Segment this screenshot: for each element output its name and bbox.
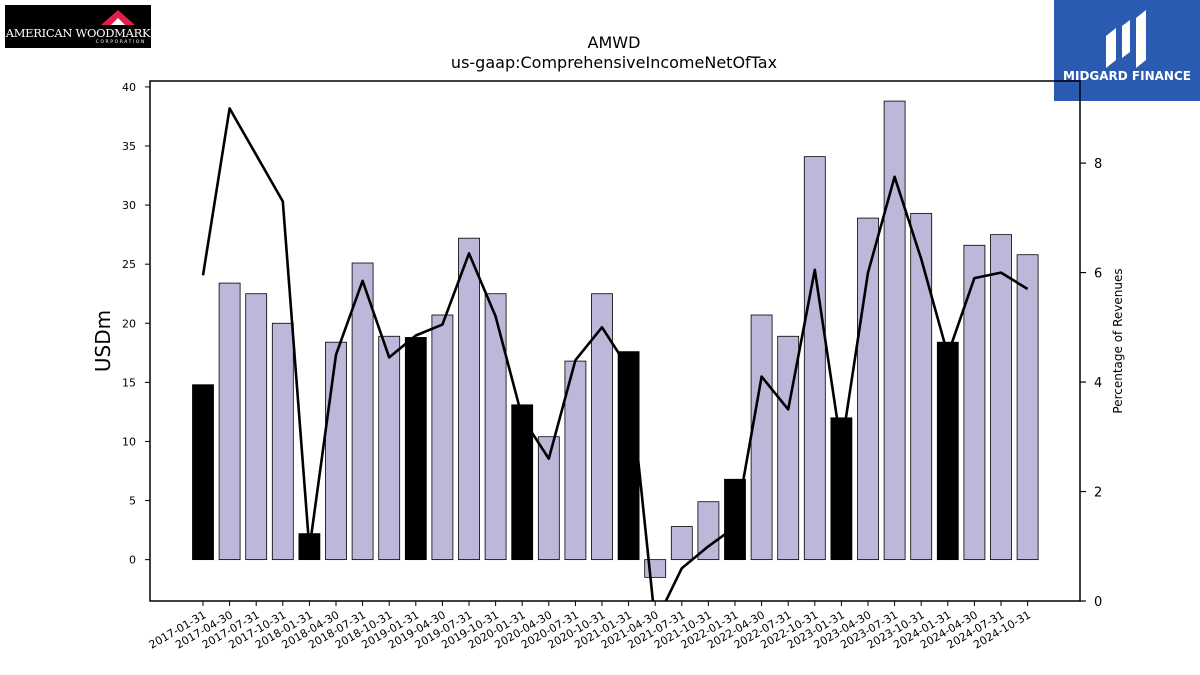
y-tick-label: 5: [129, 495, 136, 508]
y-axis-label: USDm: [91, 310, 115, 372]
y2-tick-label: 4: [1094, 376, 1102, 391]
bar-2022-10-31: [803, 156, 826, 561]
y-tick-label: 15: [122, 376, 136, 389]
y2-axis-label: Percentage of Revenues: [1111, 268, 1125, 413]
bar-2017-10-31: [271, 322, 294, 561]
bar-2020-10-31: [591, 293, 613, 561]
bar-2019-01-31: [404, 337, 427, 561]
bar-2023-07-31: [883, 100, 906, 561]
y2-tick-label: 8: [1094, 157, 1102, 172]
bar-2024-10-31: [1016, 254, 1039, 561]
bar-2024-04-30: [963, 244, 986, 561]
plot-frame: [149, 80, 1081, 602]
logo-left-sub: CORPORATION: [95, 40, 146, 45]
bar-2024-07-31: [990, 234, 1012, 561]
left-axis: 0 5 10 15 20 25 30 35 40: [122, 81, 150, 567]
bar-2020-04-30: [537, 436, 560, 561]
bar-2019-10-31: [484, 293, 507, 561]
percentage-line: [201, 107, 1029, 601]
bar-2023-10-31: [910, 212, 933, 561]
american-woodmark-logo: AMERICAN WOODMARK CORPORATION: [5, 5, 151, 48]
bar-2022-04-30: [750, 314, 773, 561]
y2-tick-label: 0: [1094, 595, 1102, 610]
bar-2017-04-30: [218, 282, 241, 561]
y-tick-label: 25: [122, 258, 136, 271]
midgard-m-icon: [1106, 10, 1146, 68]
woodmark-roof-icon: [101, 10, 135, 25]
y2-tick-label: 2: [1094, 486, 1102, 501]
right-axis: 0 2 4 6 8: [1080, 157, 1102, 610]
bar-2017-01-31: [192, 384, 214, 561]
logo-right-name: MIDGARD FINANCE: [1063, 69, 1191, 83]
y-tick-label: 20: [122, 317, 136, 330]
bar-2021-07-31: [670, 526, 693, 561]
bar-2021-10-31: [697, 501, 720, 561]
chart-title: AMWD: [588, 33, 641, 52]
bar-2018-04-30: [325, 341, 347, 561]
bar-2018-10-31: [378, 335, 401, 561]
y-tick-label: 0: [129, 554, 136, 567]
bar-series: [192, 100, 1039, 578]
logo-left-name: AMERICAN WOODMARK: [5, 26, 151, 40]
bar-2019-07-31: [458, 237, 480, 561]
line-series: [201, 107, 1029, 601]
y-tick-label: 10: [122, 435, 136, 448]
midgard-finance-logo: MIDGARD FINANCE: [1054, 0, 1200, 101]
bar-2018-07-31: [351, 262, 374, 561]
y-tick-label: 40: [122, 81, 136, 94]
bar-2021-01-31: [617, 351, 640, 561]
bar-2023-01-31: [830, 417, 853, 561]
y2-tick-label: 6: [1094, 267, 1102, 282]
y-tick-label: 35: [122, 140, 136, 153]
y-tick-label: 30: [122, 199, 136, 212]
chart-subtitle: us-gaap:ComprehensiveIncomeNetOfTax: [451, 53, 777, 72]
bar-2019-04-30: [431, 314, 454, 561]
bar-2022-07-31: [777, 335, 800, 561]
bar-2024-01-31: [936, 341, 959, 561]
bar-2020-01-31: [511, 404, 534, 561]
bar-2017-07-31: [245, 293, 268, 561]
x-axis: 2017-01-312017-04-302017-07-312017-10-31…: [147, 601, 1033, 652]
